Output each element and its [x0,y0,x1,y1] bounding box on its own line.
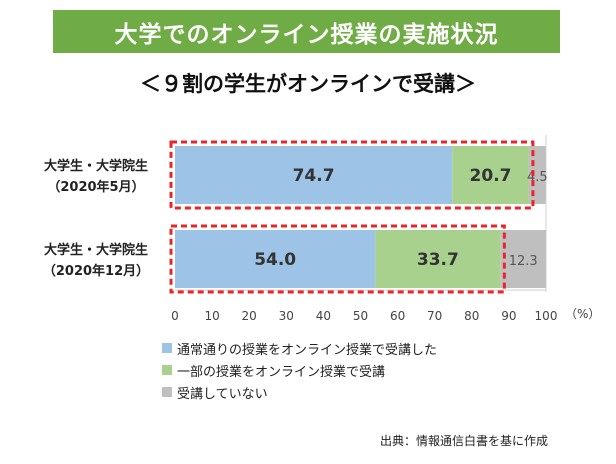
highlight-box [169,140,535,210]
legend-swatch [162,343,172,353]
x-tick-label: 20 [242,309,257,323]
x-tick-label: 100 [535,309,558,323]
chart-subtitle: ＜９割の学生がオンラインで受講＞ [140,72,476,96]
bar-segment [375,230,501,288]
legend-label: 一部の授業をオンライン授業で受講 [177,364,386,380]
data-label: 20.7 [470,166,512,186]
legend-swatch [162,365,172,375]
bar-segment [452,146,529,204]
chart-title: 大学でのオンライン授業の実施状況 [114,21,499,48]
category-sublabel: （2020年12月） [43,263,149,279]
x-tick-label: 70 [427,309,442,323]
category-label: 大学生・大学院生 [44,242,148,258]
source-note: 出典：情報通信白書を基に作成 [379,434,548,448]
data-label: 74.7 [293,166,335,186]
x-tick-label: 0 [171,309,179,323]
data-label: 33.7 [417,250,459,270]
legend-item: 受講していない [162,381,437,403]
category-label: 大学生・大学院生 [44,158,148,174]
legend: 通常通りの授業をオンライン授業で受講した 一部の授業をオンライン授業で受講 受講して… [162,337,437,403]
category-sublabel: （2020年5月） [47,179,144,195]
x-tick-label: 90 [501,309,516,323]
x-tick-label: 30 [279,309,294,323]
highlight-box [169,224,506,294]
x-tick-label: 80 [464,309,479,323]
x-tick-label: 60 [390,309,405,323]
legend-item: 一部の授業をオンライン授業で受講 [162,359,437,381]
data-label: 4.5 [527,170,548,185]
legend-item: 通常通りの授業をオンライン授業で受講した [162,337,437,359]
data-label: 12.3 [509,254,538,269]
x-tick-label: 50 [353,309,368,323]
bar-segment [175,230,376,288]
x-tick-label: 10 [204,309,219,323]
chart-title-banner: 大学でのオンライン授業の実施状況 [53,10,560,53]
data-label: 54.0 [254,250,296,270]
legend-label: 通常通りの授業をオンライン授業で受講した [177,342,438,358]
legend-swatch [162,387,172,397]
bar-segment [500,230,546,288]
x-axis-unit: （%） [565,307,600,321]
bar-segment [175,146,453,204]
x-tick-label: 40 [316,309,331,323]
legend-label: 受講していない [177,386,268,402]
